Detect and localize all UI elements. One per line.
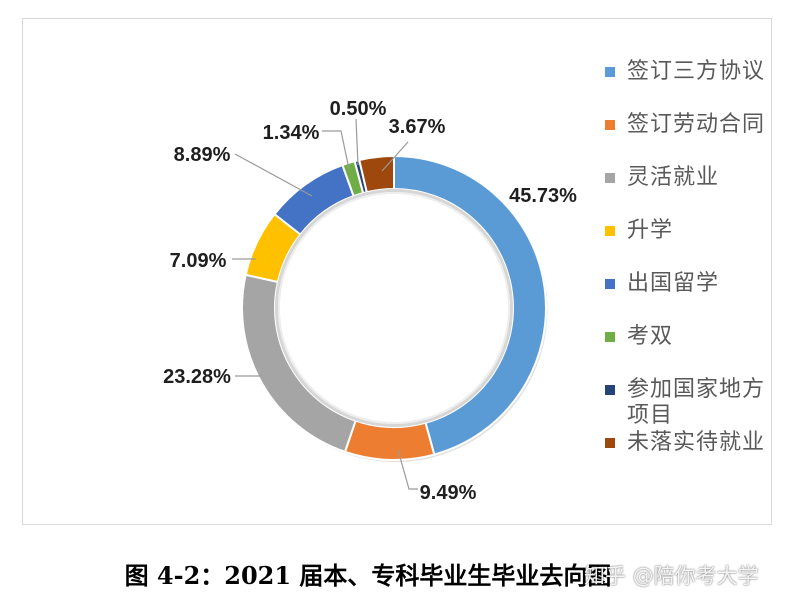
data-label-kaoshuang: 1.34% (263, 122, 320, 144)
legend-item-tripartite-agreement: 签订三方协议 (604, 59, 769, 112)
legend-swatch (605, 279, 615, 289)
legend-swatch (605, 438, 615, 448)
leader-line-labor-contract (397, 449, 418, 490)
legend-label: 参加国家地方项目 (627, 377, 766, 428)
data-label-further-study: 7.09% (170, 250, 227, 272)
slice-flexible-employment (241, 273, 357, 453)
inner-ring-shade-soft (278, 192, 510, 424)
leader-line-national-local-project (355, 118, 359, 166)
leader-line-awaiting-employment (381, 141, 409, 172)
data-label-tripartite-agreement: 45.73% (509, 185, 577, 207)
inner-ring-shade (275, 189, 513, 427)
data-label-flexible-employment: 23.28% (163, 366, 231, 388)
legend-item-labor-contract: 签订劳动合同 (604, 112, 769, 165)
legend-label: 未落实待就业 (627, 430, 766, 455)
legend-swatch (605, 385, 615, 395)
legend-swatch (605, 173, 615, 183)
data-label-national-local-project: 0.50% (330, 98, 387, 120)
legend-item-kaoshuang: 考双 (604, 324, 769, 377)
legend-swatch (605, 226, 615, 236)
legend-label: 升学 (627, 218, 674, 243)
legend-item-flexible-employment: 灵活就业 (604, 165, 769, 218)
legend-swatch (605, 120, 615, 130)
legend-swatch (605, 332, 615, 342)
legend-item-national-local-project: 参加国家地方项目 (604, 377, 769, 430)
figure-caption: 图 4-2：2021 届本、专科毕业生毕业去向图 (124, 561, 612, 590)
legend: 签订三方协议 签订劳动合同 灵活就业 升学 出国留学 考双 参加国家地方项目 未… (604, 59, 769, 483)
donut-ring (241, 155, 547, 461)
data-label-awaiting-employment: 3.67% (389, 116, 446, 138)
legend-swatch (605, 67, 615, 77)
legend-label: 考双 (627, 324, 674, 349)
data-labels: 45.73% 9.49% 23.28% 7.09% 8.89% 1.34% 0.… (163, 98, 577, 504)
legend-item-further-study: 升学 (604, 218, 769, 271)
data-label-labor-contract: 9.49% (420, 482, 477, 504)
watermark: 知乎 @陪你考大学 (584, 564, 759, 588)
leader-line-kaoshuang (322, 130, 350, 170)
legend-item-awaiting-employment: 未落实待就业 (604, 430, 769, 483)
data-label-study-abroad: 8.89% (174, 144, 231, 166)
legend-item-study-abroad: 出国留学 (604, 271, 769, 324)
leader-lines (232, 118, 418, 490)
legend-label: 签订三方协议 (627, 59, 766, 84)
leader-line-study-abroad (234, 153, 313, 197)
legend-label: 灵活就业 (627, 165, 720, 190)
legend-label: 签订劳动合同 (627, 112, 766, 137)
legend-label: 出国留学 (627, 271, 720, 296)
